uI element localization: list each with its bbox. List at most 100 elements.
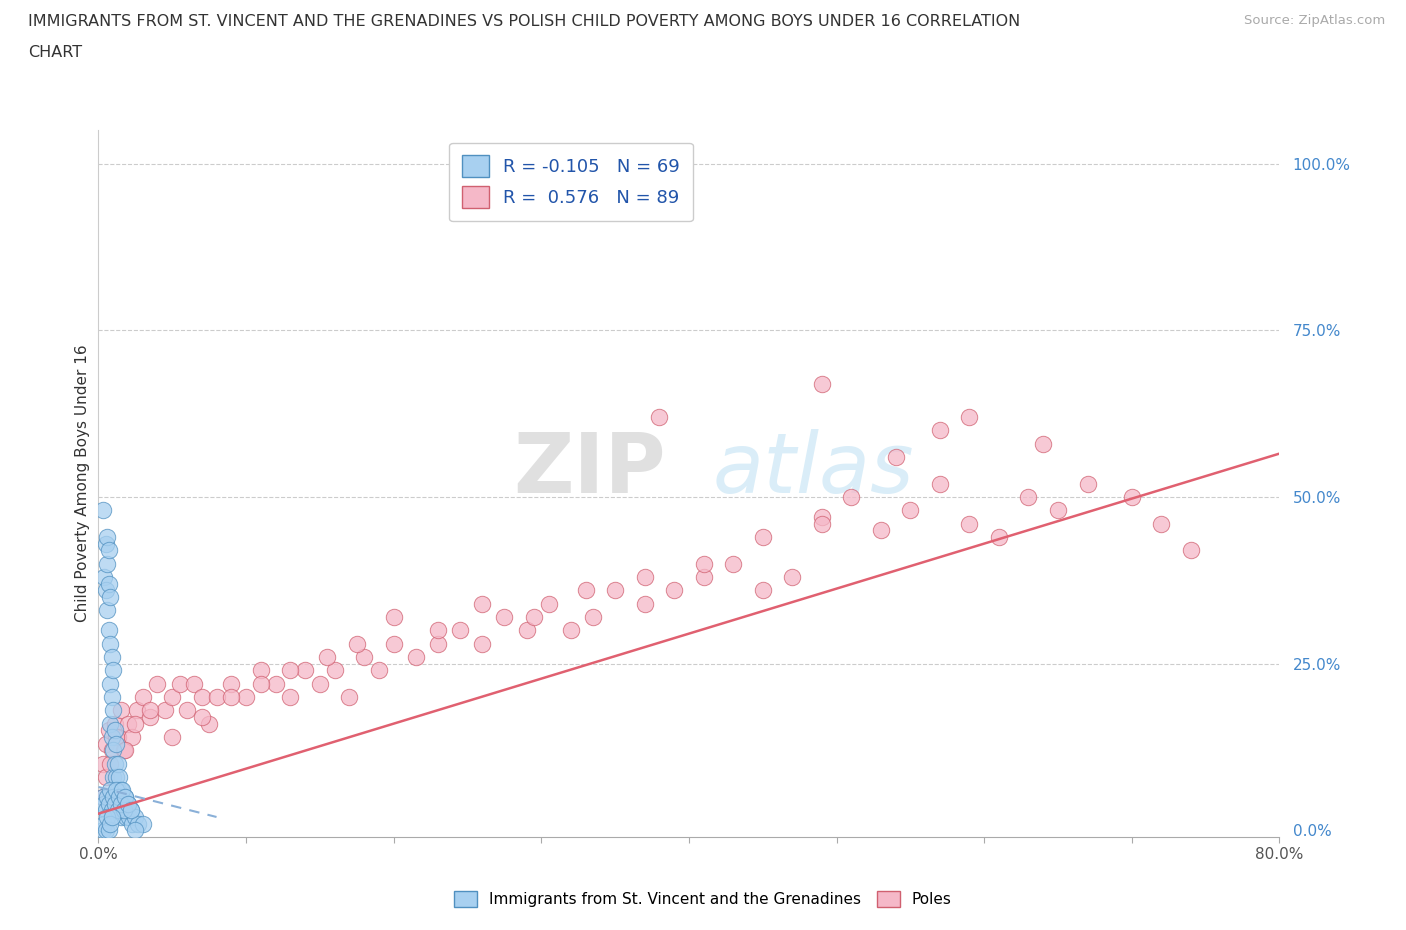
Point [605,583,627,598]
Point [107,783,129,798]
Point [107,756,129,771]
Point [114,743,136,758]
Point [198,716,221,731]
Point [582,609,605,624]
Point [103,769,125,784]
Point [176,703,198,718]
Point [449,623,471,638]
Point [94,737,117,751]
Point [114,790,136,804]
Point [112,743,135,758]
Point [278,663,302,678]
Point [132,689,155,704]
Point [100,729,122,744]
Point [105,737,128,751]
Text: ZIP: ZIP [513,429,665,510]
Point [103,743,125,758]
Point [309,676,332,691]
Text: CHART: CHART [28,45,82,60]
Point [751,529,773,544]
Point [162,689,183,704]
Point [105,796,128,811]
Point [235,689,257,704]
Point [110,703,132,718]
Point [633,596,655,611]
Point [118,809,141,824]
Point [928,423,950,438]
Point [107,803,129,817]
Text: Source: ZipAtlas.com: Source: ZipAtlas.com [1244,14,1385,27]
Point [105,783,128,798]
Point [316,649,339,664]
Point [884,449,907,464]
Point [959,409,981,424]
Point [205,689,228,704]
Point [427,623,450,638]
Point [98,636,121,651]
Point [648,409,671,424]
Point [723,556,745,571]
Point [153,703,176,718]
Point [120,803,142,817]
Point [162,729,183,744]
Legend: R = -0.105   N = 69, R =  0.576   N = 89: R = -0.105 N = 69, R = 0.576 N = 89 [449,143,693,221]
Point [560,623,582,638]
Point [117,796,139,811]
Point [574,583,596,598]
Point [110,796,132,811]
Point [91,503,114,518]
Point [96,809,118,824]
Point [1150,516,1173,531]
Point [103,790,125,804]
Point [323,663,346,678]
Point [100,649,122,664]
Point [112,803,135,817]
Point [105,769,128,784]
Point [810,510,832,525]
Point [117,716,139,731]
Point [250,663,273,678]
Point [782,569,804,584]
Point [125,703,148,718]
Point [100,809,122,824]
Point [810,376,832,391]
Point [987,529,1010,544]
Point [959,516,981,531]
Point [382,609,405,624]
Point [93,817,115,831]
Y-axis label: Child Poverty Among Boys Under 16: Child Poverty Among Boys Under 16 [75,345,90,622]
Point [97,623,120,638]
Point [264,676,287,691]
Point [523,609,546,624]
Point [103,663,125,678]
Point [110,809,132,824]
Point [98,590,121,604]
Point [91,790,114,804]
Point [368,663,391,678]
Point [97,823,120,838]
Point [97,577,120,591]
Point [104,796,127,811]
Point [191,689,214,704]
Point [96,529,118,544]
Point [96,603,118,618]
Point [107,729,129,744]
Point [94,583,117,598]
Point [97,543,120,558]
Point [112,803,135,817]
Point [104,716,127,731]
Point [93,796,115,811]
Point [1372,156,1395,171]
Point [693,569,716,584]
Point [98,676,121,691]
Point [100,803,122,817]
Point [96,790,118,804]
Point [98,756,121,771]
Point [124,716,146,731]
Point [96,556,118,571]
Point [97,723,120,737]
Point [841,489,863,504]
Point [98,716,121,731]
Point [124,823,146,838]
Point [1121,489,1143,504]
